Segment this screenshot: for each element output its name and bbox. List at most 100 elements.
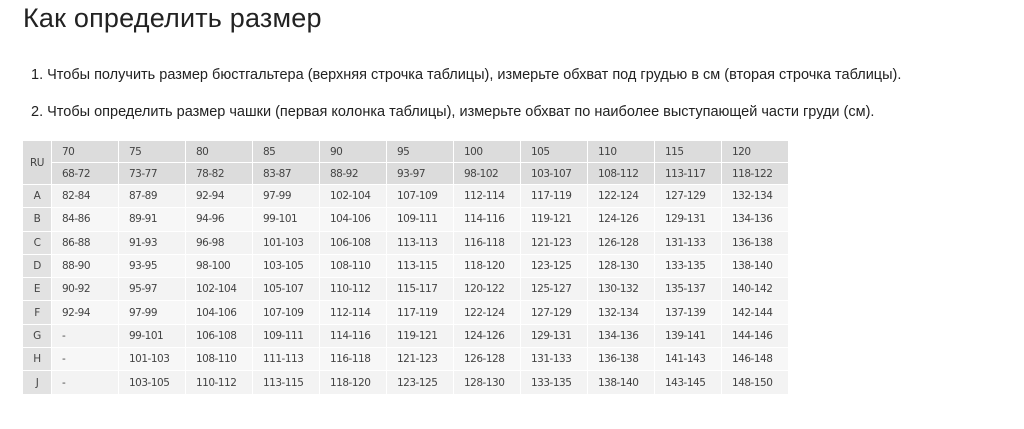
bust-range-cell: 134-136: [587, 323, 655, 349]
table-row: B 84-86 89-91 94-96 99-101 104-106 109-111 114-…: [22, 207, 789, 232]
bust-range-cell: 93-95: [118, 253, 186, 279]
band-size-cell: 120: [721, 140, 789, 163]
cup-cell: D: [22, 253, 52, 279]
bust-range-cell: 128-130: [587, 253, 655, 279]
bust-range-cell: 127-129: [520, 300, 588, 325]
bust-range-cell: 113-115: [252, 370, 320, 395]
bust-range-cell: 109-111: [386, 207, 454, 232]
bust-range-cell: 119-121: [520, 207, 588, 232]
bust-range-cell: 94-96: [185, 207, 253, 232]
bust-range-cell: 108-110: [319, 253, 387, 279]
bust-range-cell: 106-108: [319, 230, 387, 255]
bust-range-cell: 143-145: [654, 370, 722, 395]
table-row: A 82-84 87-89 92-94 97-99 102-104 107-109 112-1…: [22, 183, 789, 209]
bust-range-cell: 84-86: [51, 207, 119, 232]
bust-range-cell: 123-125: [520, 253, 588, 279]
cup-cell: E: [22, 277, 52, 302]
table-row: C 86-88 91-93 96-98 101-103 106-108 113-113 116…: [22, 230, 789, 255]
bust-range-cell: 124-126: [453, 323, 521, 349]
bust-range-cell: 117-119: [386, 300, 454, 325]
bust-range-cell: 112-114: [453, 183, 521, 209]
bust-range-cell: 109-111: [252, 323, 320, 349]
cup-cell: F: [22, 300, 52, 325]
bust-range-cell: 89-91: [118, 207, 186, 232]
bust-range-cell: 108-110: [185, 347, 253, 372]
bust-range-cell: 118-120: [453, 253, 521, 279]
bust-range-cell: 116-118: [453, 230, 521, 255]
bust-range-cell: 106-108: [185, 323, 253, 349]
bust-range-cell: 132-134: [721, 183, 789, 209]
cup-cell: G: [22, 323, 52, 349]
table-row: F 92-94 97-99 104-106 107-109 112-114 117-119 1…: [22, 300, 789, 325]
bust-range-cell: 120-122: [453, 277, 521, 302]
bust-range-cell: 114-116: [453, 207, 521, 232]
band-size-cell: 70: [51, 140, 119, 163]
band-size-cell: 100: [453, 140, 521, 163]
bust-range-cell: 96-98: [185, 230, 253, 255]
underbust-cell: 108-112: [587, 162, 655, 185]
bust-range-cell: 115-117: [386, 277, 454, 302]
table-row: H -101-103 108-110 111-113 116-118 121-123 126…: [22, 347, 789, 372]
bust-range-cell: 141-143: [654, 347, 722, 372]
bust-range-cell: 107-109: [252, 300, 320, 325]
bust-range-cell: 122-124: [453, 300, 521, 325]
bust-range-cell: 126-128: [453, 347, 521, 372]
bust-range-cell: 116-118: [319, 347, 387, 372]
bust-range-cell: 113-113: [386, 230, 454, 255]
bust-range-cell: 128-130: [453, 370, 521, 395]
underbust-cell: 113-117: [654, 162, 722, 185]
bust-range-cell: 111-113: [252, 347, 320, 372]
bust-range-cell: 98-100: [185, 253, 253, 279]
underbust-cell: 78-82: [185, 162, 253, 185]
bust-range-cell: 121-123: [386, 347, 454, 372]
band-size-cell: 95: [386, 140, 454, 163]
band-size-cell: 80: [185, 140, 253, 163]
bust-range-cell: 125-127: [520, 277, 588, 302]
bust-range-cell: 132-134: [587, 300, 655, 325]
underbust-cell: 68-72: [51, 162, 119, 185]
bust-range-cell: -: [51, 347, 119, 372]
size-chart-table: RU 70 75 80 85 90 95 100 105 110 115 120 68-72 73-77 7…: [22, 140, 789, 395]
bust-range-cell: 117-119: [520, 183, 588, 209]
bust-range-cell: 136-138: [587, 347, 655, 372]
bust-range-cell: 104-106: [185, 300, 253, 325]
bust-range-cell: 105-107: [252, 277, 320, 302]
bust-range-cell: 110-112: [319, 277, 387, 302]
bust-range-cell: 92-94: [51, 300, 119, 325]
underbust-cell: 83-87: [252, 162, 320, 185]
bust-range-cell: 127-129: [654, 183, 722, 209]
page-title: Как определить размер: [23, 3, 322, 33]
bust-range-cell: 140-142: [721, 277, 789, 302]
cup-cell: H: [22, 347, 52, 372]
bust-range-cell: 136-138: [721, 230, 789, 255]
bust-range-cell: 131-133: [654, 230, 722, 255]
cup-cell: J: [22, 370, 52, 395]
table-row: G -99-101 106-108 109-111 114-116 119-121 124-…: [22, 323, 789, 349]
bust-range-cell: -: [51, 323, 119, 349]
bust-range-cell: 138-140: [721, 253, 789, 279]
band-size-cell: 90: [319, 140, 387, 163]
bust-range-cell: 102-104: [319, 183, 387, 209]
bust-range-cell: 92-94: [185, 183, 253, 209]
bust-range-cell: -: [51, 370, 119, 395]
bust-range-cell: 114-116: [319, 323, 387, 349]
corner-cell-ru: RU: [22, 140, 52, 185]
band-size-cell: 110: [587, 140, 655, 163]
bust-range-cell: 104-106: [319, 207, 387, 232]
bust-range-cell: 130-132: [587, 277, 655, 302]
table-row: E 90-92 95-97 102-104 105-107 110-112 115-117 1…: [22, 277, 789, 302]
bust-range-cell: 95-97: [118, 277, 186, 302]
bust-range-cell: 129-131: [520, 323, 588, 349]
bust-range-cell: 121-123: [520, 230, 588, 255]
bust-range-cell: 135-137: [654, 277, 722, 302]
band-size-cell: 105: [520, 140, 588, 163]
underbust-cell: 93-97: [386, 162, 454, 185]
cup-cell: B: [22, 207, 52, 232]
bust-range-cell: 133-135: [520, 370, 588, 395]
band-size-cell: 85: [252, 140, 320, 163]
bust-range-cell: 87-89: [118, 183, 186, 209]
bust-range-cell: 82-84: [51, 183, 119, 209]
bust-range-cell: 138-140: [587, 370, 655, 395]
bust-range-cell: 112-114: [319, 300, 387, 325]
bust-range-cell: 122-124: [587, 183, 655, 209]
